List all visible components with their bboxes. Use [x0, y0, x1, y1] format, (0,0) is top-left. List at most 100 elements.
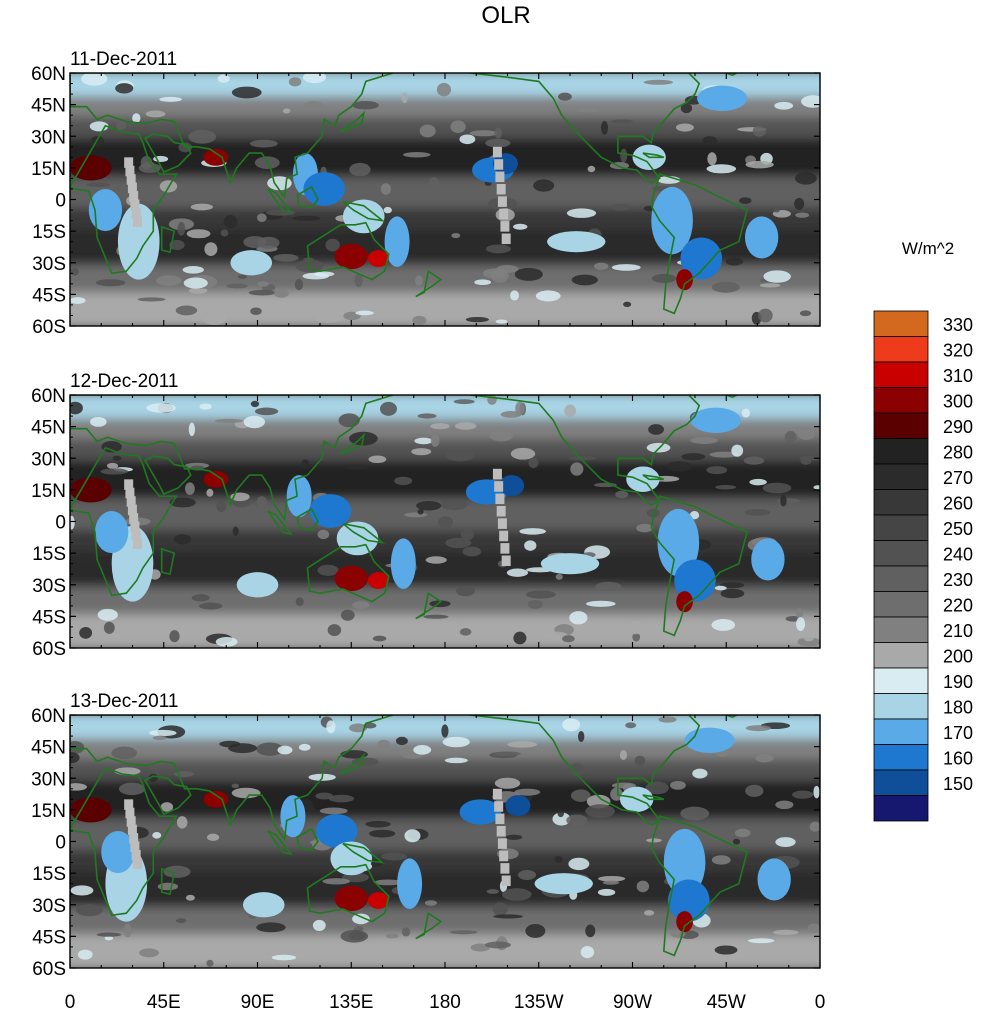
missing-data [501, 555, 511, 567]
convective-region [303, 172, 345, 206]
field-patch [352, 100, 379, 110]
field-patch [611, 264, 641, 271]
field-patch [188, 422, 196, 437]
coastline [340, 752, 366, 775]
field-patch [690, 436, 719, 444]
field-patch [303, 101, 324, 111]
field-patch [514, 267, 543, 281]
field-patch [745, 784, 764, 797]
field-patch [619, 750, 628, 760]
missing-data [495, 493, 505, 505]
field-patch [445, 537, 472, 549]
field-patch [86, 182, 111, 187]
field-patch [363, 722, 377, 729]
field-patch [352, 913, 370, 925]
field-patch [527, 599, 543, 609]
clear-sky-region [203, 790, 229, 808]
missing-data [126, 174, 136, 185]
missing-data [127, 182, 137, 194]
field-patch [571, 274, 598, 286]
colorbar-level-label: 310 [943, 366, 973, 386]
coastline [143, 455, 192, 496]
field-patch [780, 494, 787, 507]
lat-tick-label: 15N [31, 481, 66, 502]
field-patch [569, 763, 585, 776]
clear-sky-region [203, 470, 229, 488]
field-patch [199, 403, 212, 410]
olr-field [70, 73, 820, 326]
field-patch [327, 624, 342, 637]
field-patch [145, 110, 166, 118]
coastline [70, 395, 394, 522]
field-patch [632, 632, 641, 642]
convective-region [459, 799, 502, 825]
field-patch [257, 213, 267, 222]
colorbar-box [873, 693, 929, 720]
field-patch [453, 399, 475, 405]
field-patch [185, 894, 195, 901]
field-patch [610, 787, 623, 801]
field-patch [425, 556, 447, 564]
coastline [415, 911, 443, 940]
field-patch [634, 755, 646, 766]
missing-data [129, 833, 139, 844]
missing-data [131, 207, 141, 219]
missing-data [496, 183, 506, 195]
field-patch [90, 135, 104, 147]
coastlines [70, 395, 749, 637]
field-patch [625, 722, 637, 729]
panel-date: 12-Dec-2011 [70, 371, 178, 392]
coastlines [70, 715, 749, 957]
field-patch [231, 787, 261, 799]
clear-sky-region [334, 243, 368, 270]
field-patch [797, 637, 820, 647]
field-patch [70, 752, 80, 764]
coastline [415, 269, 443, 298]
field-patch [257, 281, 270, 287]
lat-tick-label: 45S [32, 927, 66, 948]
convective-region [117, 203, 160, 280]
field-patch [271, 954, 297, 961]
field-patch [646, 508, 660, 518]
colorbar-box [873, 361, 929, 388]
missing-data [125, 165, 135, 177]
field-patch [680, 806, 710, 821]
field-patch [600, 121, 609, 135]
field-patch [288, 77, 302, 87]
field-patch [528, 457, 539, 469]
colorbar-level-label: 150 [943, 774, 973, 794]
field-patch [317, 529, 330, 540]
colorbar: W/m^2 330 320 310 300 290 280 270 260 250 240 230 2… [873, 239, 973, 822]
field-patch [795, 608, 803, 619]
field-patch [566, 814, 588, 827]
field-patch [186, 229, 211, 239]
field-patch [658, 716, 677, 723]
colorbar-level-label: 300 [943, 391, 973, 411]
lon-tick-label: 90W [613, 992, 652, 1013]
field-patch [182, 266, 204, 274]
clear-sky-region [334, 565, 368, 592]
coastline [469, 395, 701, 506]
coastline [650, 495, 749, 637]
field-patch [404, 829, 421, 843]
colorbar-level-label: 280 [943, 442, 973, 462]
field-patch [706, 164, 737, 174]
field-patch [692, 768, 708, 779]
coastline [70, 73, 394, 200]
missing-data [500, 863, 510, 874]
colorbar-box [873, 310, 929, 337]
convective-region [751, 538, 785, 581]
field-patch [100, 468, 129, 475]
coastline [726, 715, 738, 718]
clear-sky-region [367, 892, 389, 909]
field-patch [243, 236, 267, 248]
field-patch [794, 197, 805, 210]
field-patch [214, 418, 243, 424]
field-patch [349, 723, 368, 733]
field-patch [720, 588, 745, 599]
field-patch [101, 440, 122, 453]
field-patch [748, 938, 775, 944]
field-patch [800, 891, 820, 899]
coastline [642, 794, 665, 801]
